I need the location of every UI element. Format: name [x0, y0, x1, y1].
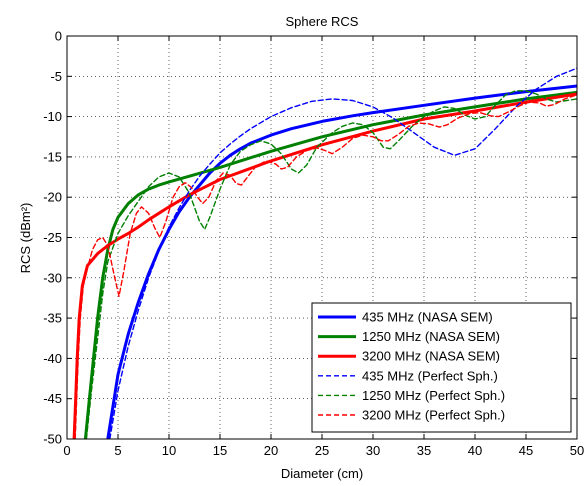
- y-tick-label: -5: [50, 69, 62, 84]
- series-line-5: [74, 94, 577, 439]
- x-tick-label: 50: [570, 443, 584, 458]
- legend-label-5: 3200 MHz (Perfect Sph.): [362, 408, 505, 423]
- x-tick-label: 0: [63, 443, 70, 458]
- x-tick-label: 45: [519, 443, 533, 458]
- legend-label-4: 1250 MHz (Perfect Sph.): [362, 388, 505, 403]
- legend-label-0: 435 MHz (NASA SEM): [362, 310, 493, 325]
- series-line-3: [109, 67, 577, 439]
- x-tick-label: 5: [114, 443, 121, 458]
- legend-label-3: 435 MHz (Perfect Sph.): [362, 368, 498, 383]
- y-tick-label: -35: [43, 311, 62, 326]
- legend-box: [311, 302, 572, 433]
- x-tick-label: 20: [264, 443, 278, 458]
- y-tick-label: -50: [43, 432, 62, 447]
- y-tick-label: -30: [43, 270, 62, 285]
- series-group: [72, 67, 577, 439]
- series-line-2: [72, 92, 577, 439]
- y-tick-label: -25: [43, 230, 62, 245]
- series-line-4: [85, 90, 577, 439]
- legend: 435 MHz (NASA SEM) 1250 MHz (NASA SEM) 320…: [311, 302, 572, 433]
- x-tick-label: 15: [213, 443, 227, 458]
- x-tick-label: 25: [315, 443, 329, 458]
- chart-title: Sphere RCS: [286, 14, 359, 29]
- series-line-1: [83, 90, 577, 439]
- y-tick-label: -10: [43, 109, 62, 124]
- y-tick-label: -15: [43, 149, 62, 164]
- legend-label-1: 1250 MHz (NASA SEM): [362, 329, 500, 344]
- x-axis-label: Diameter (cm): [281, 466, 363, 481]
- x-tick-label: 40: [468, 443, 482, 458]
- y-tick-label: -45: [43, 391, 62, 406]
- x-tick-label: 30: [366, 443, 380, 458]
- legend-label-2: 3200 MHz (NASA SEM): [362, 349, 500, 364]
- x-tick-label: 10: [162, 443, 176, 458]
- y-tick-label: -20: [43, 190, 62, 205]
- y-tick-label: -40: [43, 351, 62, 366]
- x-tick-label: 35: [417, 443, 431, 458]
- ticks: 0 5 10 15 20 25 30 35 40 45 50 0 -5 -10 -15 -20 -25 -30 -3…: [43, 29, 584, 459]
- y-tick-label: 0: [55, 29, 62, 44]
- y-axis-label: RCS (dBm²): [18, 203, 33, 274]
